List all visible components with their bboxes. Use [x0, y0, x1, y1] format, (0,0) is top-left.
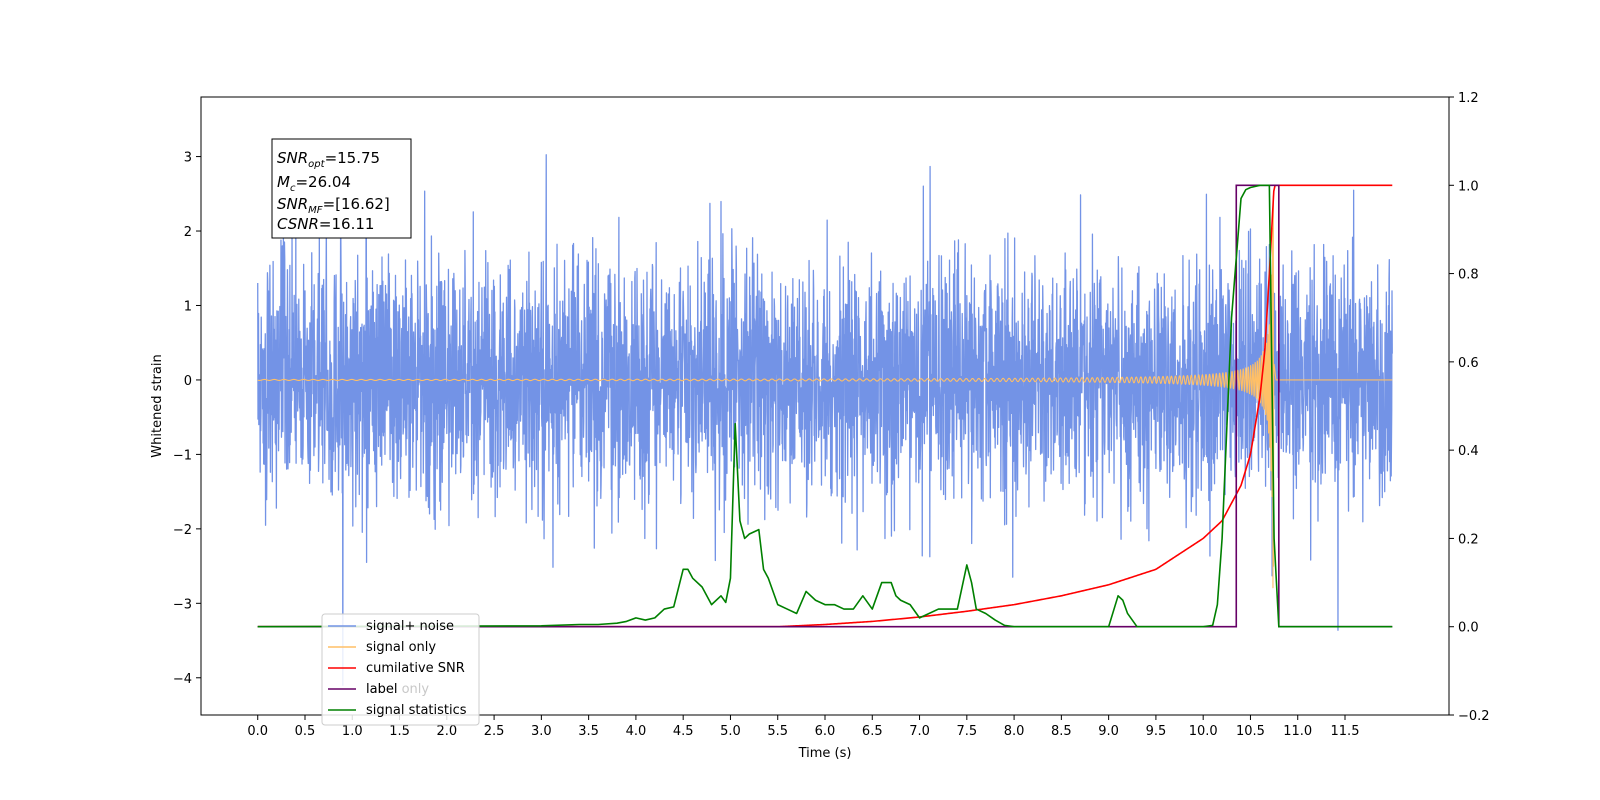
y2-tick-label: −0.2	[1458, 709, 1490, 724]
x-tick-label: 4.0	[626, 724, 647, 739]
y-tick-label: 1	[184, 299, 192, 314]
y-axis-right: 1.2 1.0 0.8 0.6 0.4 0.2 0.0 −0.2	[1449, 91, 1490, 724]
svg-text:label only: label only	[366, 682, 429, 697]
y-tick-label: 2	[184, 225, 192, 240]
svg-text:cumilative SNR: cumilative SNR	[366, 661, 465, 676]
svg-text:signal statistics: signal statistics	[366, 703, 467, 718]
y2-tick-label: 0.0	[1458, 621, 1479, 636]
plot-area	[257, 154, 1393, 686]
y2-tick-label: 0.6	[1458, 356, 1479, 371]
x-tick-label: 3.5	[578, 724, 599, 739]
annotation-mc: Mc=26.04	[277, 173, 351, 194]
y-axis-label: Whitened strain	[150, 354, 165, 457]
annotation-snr-mf: SNRMF=[16.62]	[277, 195, 390, 216]
svg-text:label: label	[366, 682, 397, 697]
y2-tick-label: 1.0	[1458, 179, 1479, 194]
x-tick-label: 4.5	[673, 724, 694, 739]
x-tick-label: 7.0	[909, 724, 930, 739]
x-tick-label: 7.5	[956, 724, 977, 739]
x-tick-label: 5.5	[767, 724, 788, 739]
y2-tick-label: 1.2	[1458, 91, 1479, 106]
x-tick-label: 11.0	[1283, 724, 1312, 739]
x-tick-label: 6.5	[862, 724, 883, 739]
legend-item-signal-statistics: signal statistics	[328, 703, 467, 718]
x-axis: 0.0 0.5 1.0 1.5 2.0 2.5 3.0 3.5 4.0 4.5 5.0 5.5 6.0 6…	[247, 715, 1359, 739]
x-tick-label: 2.5	[484, 724, 505, 739]
x-tick-label: 1.0	[342, 724, 363, 739]
y-tick-label: −4	[173, 672, 192, 687]
annotation-box: SNRopt=15.75 Mc=26.04 SNRMF=[16.62] CSNR…	[271, 138, 412, 239]
annotation-csnr: CSNR=16.11	[277, 215, 374, 233]
series-signal-only-line	[257, 195, 1393, 589]
y-tick-label: −3	[173, 597, 192, 612]
y-axis-left: 3 2 1 0 −1 −2 −3 −4	[173, 151, 201, 687]
annotation-snr-opt: SNRopt=15.75	[277, 149, 380, 170]
x-tick-label: 8.5	[1051, 724, 1072, 739]
y2-tick-label: 0.4	[1458, 444, 1479, 459]
series-signal-statistics-line	[257, 184, 1393, 628]
x-tick-label: 5.0	[720, 724, 741, 739]
legend-item-signal-only: signal only	[328, 640, 436, 655]
svg-text:signal+ noise: signal+ noise	[366, 619, 454, 634]
legend-item-signal-noise: signal+ noise	[328, 619, 454, 634]
x-tick-label: 10.5	[1236, 724, 1265, 739]
x-tick-label: 6.0	[815, 724, 836, 739]
x-axis-label: Time (s)	[798, 746, 852, 761]
x-tick-label: 0.0	[247, 724, 268, 739]
x-tick-label: 9.0	[1098, 724, 1119, 739]
legend: signal+ noise signal only cumilative SNR…	[321, 613, 480, 726]
series-signal-noise-line	[257, 154, 1393, 686]
x-tick-label: 2.0	[436, 724, 457, 739]
x-tick-label: 9.5	[1146, 724, 1167, 739]
x-tick-label: 8.0	[1004, 724, 1025, 739]
x-tick-label: 3.0	[531, 724, 552, 739]
y-tick-label: −1	[173, 448, 192, 463]
y-tick-label: −2	[173, 523, 192, 538]
y2-tick-label: 0.8	[1458, 268, 1479, 283]
legend-item-label: label only label	[328, 682, 429, 697]
y-tick-label: 3	[184, 151, 192, 166]
x-tick-label: 1.5	[389, 724, 410, 739]
x-tick-label: 11.5	[1331, 724, 1360, 739]
svg-text:signal only: signal only	[366, 640, 436, 655]
legend-item-cumulative-snr: cumilative SNR	[328, 661, 465, 676]
x-tick-label: 10.0	[1189, 724, 1218, 739]
y2-tick-label: 0.2	[1458, 532, 1479, 547]
x-tick-label: 0.5	[295, 724, 316, 739]
y-tick-label: 0	[184, 374, 192, 389]
